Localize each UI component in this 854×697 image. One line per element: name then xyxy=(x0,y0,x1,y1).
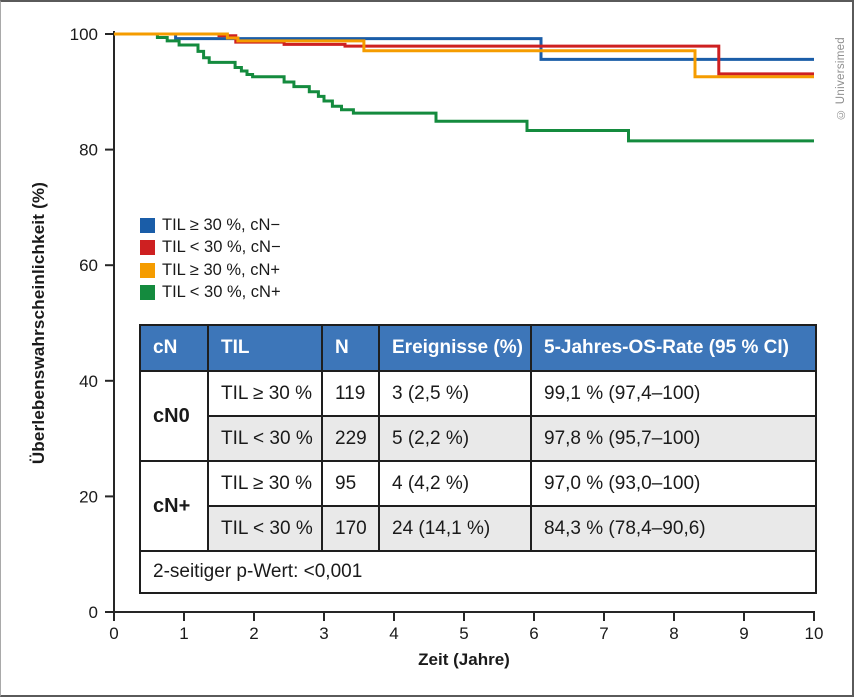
x-tick-label-7: 7 xyxy=(599,624,608,643)
header-til: TIL xyxy=(207,324,323,372)
cell-events: 4 (4,2 %) xyxy=(378,460,532,507)
header-n: N xyxy=(321,324,380,372)
cell-n: 229 xyxy=(321,415,380,462)
x-tick-label-8: 8 xyxy=(669,624,678,643)
legend-label: TIL ≥ 30 %, cN− xyxy=(162,215,281,234)
legend-swatch-icon xyxy=(140,262,155,278)
legend-item-1: TIL < 30 %, cN− xyxy=(140,237,281,260)
legend-item-2: TIL ≥ 30 %, cN+ xyxy=(140,259,281,282)
table-header-row: cN TIL N Ereignisse (%) 5-Jahres-OS-Rate… xyxy=(139,324,817,372)
legend-swatch-icon xyxy=(140,240,155,256)
x-tick-label-1: 1 xyxy=(179,624,188,643)
cell-n: 95 xyxy=(321,460,380,507)
header-cn: cN xyxy=(139,324,209,372)
legend-label: TIL < 30 %, cN− xyxy=(162,238,281,257)
y-tick-label-20: 20 xyxy=(79,487,98,506)
cell-events: 3 (2,5 %) xyxy=(378,370,532,417)
cell-til: TIL < 30 % xyxy=(207,415,323,462)
results-table: cN TIL N Ereignisse (%) 5-Jahres-OS-Rate… xyxy=(139,324,817,594)
y-tick-label-100: 100 xyxy=(70,25,98,44)
cell-os-rate: 99,1 % (97,4–100) xyxy=(530,370,817,417)
table-row: TIL < 30 % 170 24 (14,1 %) 84,3 % (78,4–… xyxy=(140,505,817,552)
copyright-credit: © Universimed xyxy=(835,36,847,120)
cell-n: 170 xyxy=(321,505,380,552)
table-row: cN+ TIL ≥ 30 % 95 4 (4,2 %) 97,0 % (93,0… xyxy=(139,460,817,552)
cell-n: 119 xyxy=(321,370,380,417)
legend-item-0: TIL ≥ 30 %, cN− xyxy=(140,214,281,237)
cell-til: TIL < 30 % xyxy=(207,505,323,552)
legend-label: TIL < 30 %, cN+ xyxy=(162,283,281,302)
x-axis-title: Zeit (Jahre) xyxy=(418,650,510,669)
x-tick-label-10: 10 xyxy=(805,624,824,643)
header-os-rate: 5-Jahres-OS-Rate (95 % CI) xyxy=(530,324,817,372)
y-tick-label-60: 60 xyxy=(79,256,98,275)
cell-events: 24 (14,1 %) xyxy=(378,505,532,552)
y-tick-label-40: 40 xyxy=(79,372,98,391)
cell-til: TIL ≥ 30 % xyxy=(207,370,323,417)
p-value-note: 2-seitiger p-Wert: <0,001 xyxy=(139,550,817,594)
survival-curve-til-lt30-cn-pos xyxy=(114,32,814,143)
cell-os-rate: 97,8 % (95,7–100) xyxy=(530,415,817,462)
cell-os-rate: 84,3 % (78,4–90,6) xyxy=(530,505,817,552)
y-tick-label-0: 0 xyxy=(89,603,98,622)
x-tick-label-9: 9 xyxy=(739,624,748,643)
cell-til: TIL ≥ 30 % xyxy=(207,460,323,507)
cell-events: 5 (2,2 %) xyxy=(378,415,532,462)
survival-curve-til-ge30-cn-pos xyxy=(114,32,814,79)
table-footer-row: 2-seitiger p-Wert: <0,001 xyxy=(139,550,817,594)
x-tick-label-5: 5 xyxy=(459,624,468,643)
header-events: Ereignisse (%) xyxy=(378,324,532,372)
x-tick-label-3: 3 xyxy=(319,624,328,643)
legend-swatch-icon xyxy=(140,217,155,233)
x-tick-label-6: 6 xyxy=(529,624,538,643)
cell-os-rate: 97,0 % (93,0–100) xyxy=(530,460,817,507)
legend-label: TIL ≥ 30 %, cN+ xyxy=(162,260,281,279)
legend-swatch-icon xyxy=(140,285,155,301)
x-tick-label-0: 0 xyxy=(109,624,118,643)
y-tick-label-80: 80 xyxy=(79,141,98,160)
cell-cn-pos: cN+ xyxy=(139,460,209,552)
legend-item-3: TIL < 30 %, cN+ xyxy=(140,282,281,305)
cell-cn0: cN0 xyxy=(139,370,209,462)
x-tick-label-2: 2 xyxy=(249,624,258,643)
y-axis-title: Überlebenswahrscheinlichkeit (%) xyxy=(29,181,48,465)
x-tick-label-4: 4 xyxy=(389,624,398,643)
chart-legend: TIL ≥ 30 %, cN− TIL < 30 %, cN− TIL ≥ 30 %… xyxy=(140,214,281,304)
table-row: TIL < 30 % 229 5 (2,2 %) 97,8 % (95,7–10… xyxy=(140,415,817,462)
table-row: cN0 TIL ≥ 30 % 119 3 (2,5 %) 99,1 % (97,… xyxy=(139,370,817,462)
